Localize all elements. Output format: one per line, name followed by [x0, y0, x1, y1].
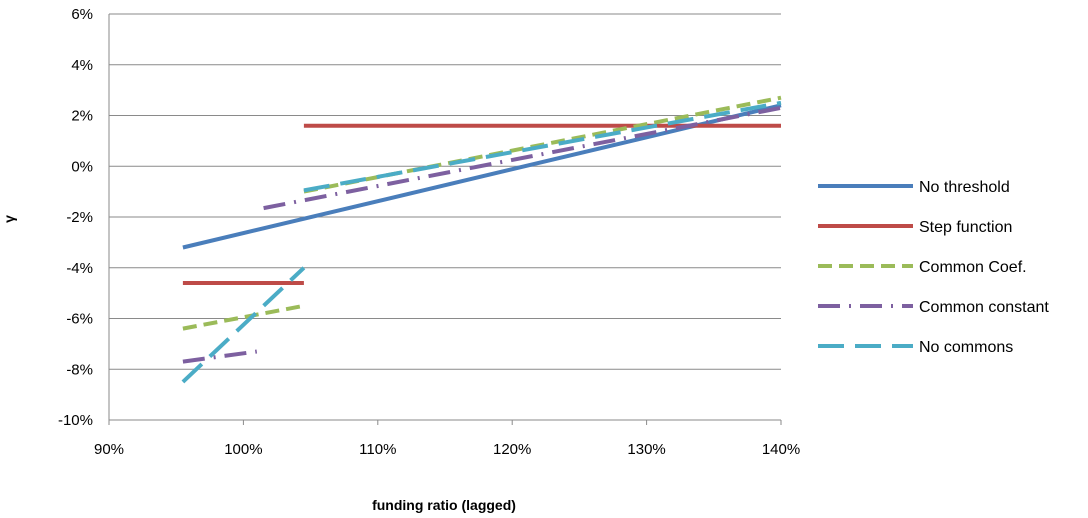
- gridlines: [109, 13, 781, 421]
- y-tick-label: -10%: [58, 412, 93, 429]
- x-tick-labels: 90% 100% 110% 120% 130% 140%: [94, 441, 800, 458]
- y-tick-labels: 6% 4% 2% 0% -2% -4% -6% -8% -10%: [58, 6, 93, 429]
- y-tick-label: 6%: [71, 6, 93, 23]
- axes: [108, 14, 782, 425]
- x-axis-title: funding ratio (lagged): [372, 497, 516, 513]
- y-tick-label: -2%: [66, 209, 93, 226]
- legend: No threshold Step function Common Coef. Com…: [818, 179, 1049, 356]
- y-tick-label: -4%: [66, 260, 93, 277]
- series-line-no-commons: [181, 266, 306, 384]
- legend-label-common-coef: Common Coef.: [919, 259, 1027, 276]
- series-line-common-constant: [182, 349, 258, 364]
- x-tick-label: 130%: [627, 441, 665, 458]
- legend-label-common-constant: Common constant: [919, 299, 1049, 316]
- y-axis-title: γ: [1, 215, 17, 223]
- x-tick-label: 110%: [359, 441, 396, 458]
- legend-label-no-threshold: No threshold: [919, 179, 1010, 196]
- series-lines: [181, 95, 782, 384]
- y-tick-label: 2%: [71, 108, 93, 125]
- x-tick-label: 120%: [493, 441, 531, 458]
- legend-label-step-function: Step function: [919, 219, 1012, 236]
- legend-label-no-commons: No commons: [919, 339, 1013, 356]
- y-tick-label: 4%: [71, 57, 93, 74]
- y-tick-label: 0%: [71, 158, 93, 175]
- y-tick-label: -6%: [66, 311, 93, 328]
- series-line-no-commons: [303, 100, 782, 193]
- y-tick-label: -8%: [66, 361, 93, 378]
- x-tick-label: 90%: [94, 441, 124, 458]
- x-tick-label: 100%: [224, 441, 262, 458]
- x-tick-label: 140%: [762, 441, 800, 458]
- series-line-common-constant: [263, 105, 782, 211]
